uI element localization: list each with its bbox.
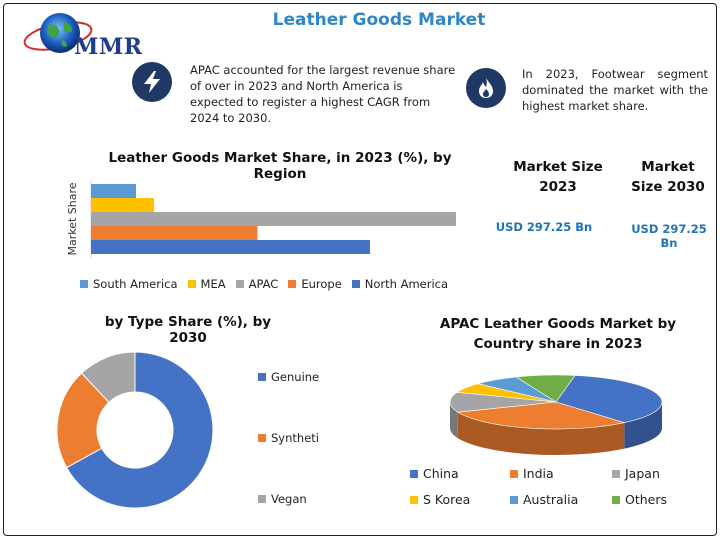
page-title: Leather Goods Market <box>272 10 486 30</box>
legend-label: S Korea <box>423 492 471 507</box>
legend-label: South America <box>93 277 178 291</box>
legend-label: Others <box>625 492 668 507</box>
legend-label: Vegan <box>271 492 307 506</box>
legend-label: India <box>523 466 554 481</box>
legend-label: APAC <box>248 277 279 291</box>
pie-legend-item-australia: Australia <box>510 492 578 507</box>
country-3d-pie-chart <box>449 374 663 455</box>
legend-label: Genuine <box>271 370 320 384</box>
bar-apac <box>91 212 456 226</box>
bar-mea <box>91 198 154 212</box>
pie-chart-legend: China India Japan S Korea Australia Others <box>410 466 710 516</box>
mmr-logo: MMR <box>18 8 158 64</box>
donut-slice-genuine <box>65 351 214 509</box>
legend-swatch <box>351 280 360 288</box>
region-bar-chart: Market Share <box>66 180 456 258</box>
highlight-2-text: In 2023, Footwear segment dominated the … <box>522 67 708 113</box>
bar-legend-item-north-america: North America <box>351 277 449 291</box>
pie-side-walls <box>450 402 662 455</box>
legend-swatch <box>258 495 266 503</box>
bar-europe <box>91 226 258 240</box>
pie-slice-india <box>456 401 625 430</box>
donut-legend-item-vegan: Vegan <box>258 492 307 506</box>
legend-label: Australia <box>523 492 579 507</box>
bar-legend-item-apac: APAC <box>235 277 279 291</box>
legend-swatch <box>612 469 620 478</box>
legend-label: Syntheti <box>271 431 319 445</box>
highlight-2-badge <box>466 68 506 108</box>
pie-legend-item-others: Others <box>612 492 667 507</box>
legend-label: Europe <box>301 277 342 291</box>
donut-legend-item-syntheti: Syntheti <box>258 431 319 445</box>
bar-y-axis-label: Market Share <box>66 182 79 255</box>
market-size-2030-value: USD 297.25 Bn <box>631 222 707 250</box>
legend-swatch <box>258 373 266 381</box>
legend-swatch <box>612 495 620 504</box>
pie-chart-title: APAC Leather Goods Market by Country sha… <box>439 316 677 352</box>
globe-logo-icon <box>23 13 93 53</box>
bar-legend-item-mea: MEA <box>187 277 226 291</box>
legend-swatch <box>410 495 418 504</box>
donut-chart-title: by Type Share (%), by 2030 <box>104 314 272 346</box>
legend-swatch <box>410 469 418 478</box>
pie-legend-item-s-korea: S Korea <box>410 492 470 507</box>
bar-legend-item-europe: Europe <box>288 277 342 291</box>
legend-label: Japan <box>625 466 660 481</box>
legend-swatch <box>187 280 196 288</box>
pie-legend-item-japan: Japan <box>612 466 660 481</box>
logo-text: MMR <box>74 34 143 60</box>
type-donut-chart <box>56 351 214 509</box>
legend-swatch <box>80 280 88 288</box>
donut-slice-vegan <box>80 351 136 404</box>
pie-side-india <box>457 412 625 455</box>
pie-legend-item-china: China <box>410 466 459 481</box>
pie-side-china <box>624 402 662 449</box>
legend-swatch <box>510 495 518 504</box>
pie-slice-japan <box>449 391 557 413</box>
pie-slice-others <box>515 374 576 403</box>
bar-south-america <box>91 184 136 198</box>
market-size-2030-label: Market Size 2030 <box>631 159 705 195</box>
legend-swatch <box>288 280 297 288</box>
legend-swatch <box>235 280 244 288</box>
donut-legend-item-genuine: Genuine <box>258 370 319 384</box>
legend-swatch <box>258 434 266 442</box>
bar-north-america <box>91 240 370 254</box>
pie-slice-china <box>555 375 663 423</box>
market-size-2023-value: USD 297.25 Bn <box>495 220 593 234</box>
highlight-1-text: APAC accounted for the largest revenue s… <box>190 63 456 125</box>
legend-label: North America <box>364 277 449 291</box>
bar-chart-title: Leather Goods Market Share, in 2023 (%),… <box>108 150 452 182</box>
bar-legend-item-south-america: South America <box>80 277 178 291</box>
legend-label: China <box>423 466 459 481</box>
pie-legend-item-india: India <box>510 466 554 481</box>
highlight-1-badge <box>132 62 172 102</box>
legend-label: MEA <box>200 277 226 291</box>
legend-swatch <box>510 469 518 478</box>
lightning-icon <box>144 71 160 93</box>
flame-icon <box>479 78 493 98</box>
market-size-2023-label: Market Size 2023 <box>513 159 603 195</box>
donut-chart-legend: Genuine Syntheti Vegan <box>258 370 348 510</box>
bar-chart-legend: South America MEA APAC Europe North America <box>80 277 458 291</box>
page-frame <box>3 3 717 536</box>
